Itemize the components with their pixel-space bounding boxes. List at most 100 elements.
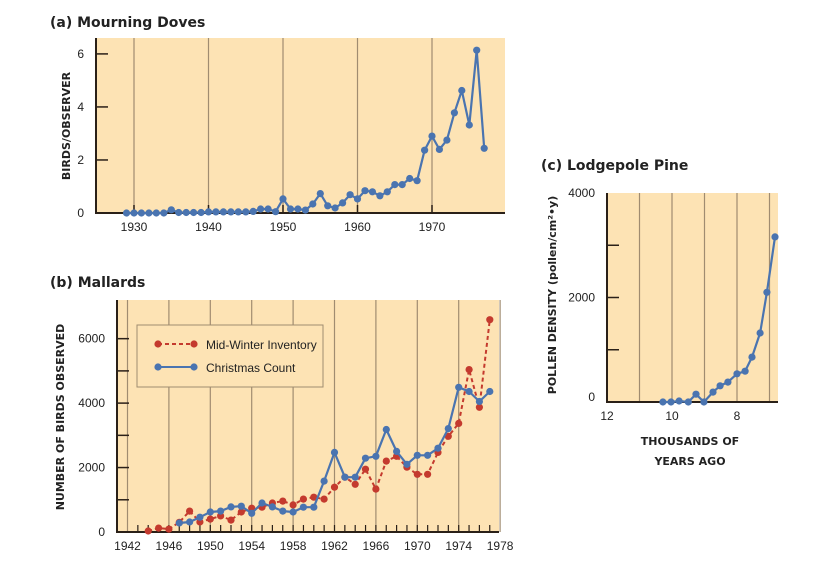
data-point: [361, 187, 369, 195]
data-point: [234, 208, 242, 216]
data-point: [444, 425, 452, 433]
data-point: [403, 460, 411, 468]
panel-a-gridlines: [133, 38, 433, 213]
series-line-mid-winter-inventory: [147, 319, 491, 532]
data-point: [144, 527, 152, 535]
legend-marker: [154, 363, 162, 371]
panel-a-tick-labels: 1930 1940 1950 1960 1970 0 2 4 6: [77, 47, 445, 234]
legend-swatch-christmas: [154, 363, 198, 371]
panel-c: (c) Lodgepole Pine 12 10 8 0 2000 4000 POLLEN…: [541, 158, 779, 468]
data-point: [351, 480, 359, 488]
x-tick-label: 1930: [121, 220, 148, 234]
data-point: [309, 200, 317, 208]
panel-c-gridlines: [638, 193, 771, 402]
data-point: [279, 195, 287, 203]
data-point: [196, 513, 204, 521]
data-point: [299, 503, 307, 511]
data-point: [368, 188, 376, 196]
data-point: [258, 499, 266, 507]
panel-a-title: (a) Mourning Doves: [50, 15, 205, 31]
data-point: [421, 146, 429, 154]
data-point: [299, 495, 307, 503]
data-point: [361, 454, 370, 462]
data-point: [353, 195, 362, 203]
data-point: [294, 205, 302, 213]
data-point: [206, 508, 214, 516]
data-point: [413, 451, 421, 459]
data-point: [756, 329, 764, 337]
data-point: [324, 202, 332, 210]
x-tick-label: 1962: [321, 539, 348, 553]
x-tick-label: 1974: [445, 539, 472, 553]
data-point: [320, 495, 328, 503]
data-point: [741, 367, 749, 375]
x-tick-label: 1978: [487, 539, 514, 553]
data-point: [286, 205, 295, 213]
legend-box: [136, 324, 324, 388]
data-point: [771, 233, 779, 241]
data-point: [458, 86, 466, 95]
data-point: [175, 208, 183, 217]
y-tick-label: 2: [77, 153, 84, 167]
data-point: [217, 507, 225, 515]
data-point: [675, 397, 683, 405]
data-point: [465, 121, 473, 129]
x-tick-label: 1940: [195, 220, 222, 234]
x-tick-label: 1946: [156, 539, 183, 553]
data-point: [351, 473, 359, 481]
data-point: [204, 208, 213, 216]
data-point: [320, 477, 328, 485]
panel-c-title: (c) Lodgepole Pine: [541, 158, 688, 174]
data-point: [383, 188, 391, 196]
x-tick-label: 1970: [419, 220, 446, 234]
y-tick-label: 0: [588, 390, 595, 404]
legend-marker: [154, 340, 162, 348]
data-point: [339, 199, 347, 207]
data-point: [486, 316, 494, 324]
panel-b-title: (b) Mallards: [50, 275, 145, 291]
y-tick-label: 6: [77, 47, 84, 61]
data-point: [716, 382, 724, 390]
data-point: [428, 132, 436, 140]
data-point: [272, 208, 280, 216]
data-point: [413, 177, 421, 185]
data-point: [227, 503, 235, 511]
x-tick-label: 1942: [114, 539, 141, 553]
panel-a-ylabel: BIRDS/OBSERVER: [60, 71, 73, 180]
data-point: [152, 209, 160, 217]
panel-c-axes: [606, 193, 778, 403]
data-point: [310, 493, 318, 501]
x-tick-label: 12: [600, 409, 614, 423]
data-point: [145, 209, 153, 217]
data-point: [186, 518, 194, 526]
data-point: [424, 451, 432, 459]
data-point: [227, 516, 235, 524]
data-point: [444, 432, 452, 440]
panel-a-series: [122, 46, 488, 217]
data-point: [289, 501, 297, 509]
x-tick-label: 1970: [404, 539, 431, 553]
data-point: [434, 444, 442, 452]
data-point: [393, 447, 401, 455]
data-point: [413, 470, 421, 478]
data-point: [165, 525, 173, 533]
data-point: [155, 524, 163, 532]
data-point: [372, 485, 380, 493]
panel-b-ylabel: NUMBER OF BIRDS OBSERVED: [54, 324, 67, 511]
data-point: [376, 192, 384, 200]
data-point: [465, 366, 473, 374]
data-point: [130, 209, 138, 217]
data-point: [475, 403, 483, 411]
data-point: [160, 209, 168, 217]
data-point: [330, 483, 339, 491]
data-point: [122, 209, 131, 217]
data-point: [219, 208, 227, 216]
y-tick-label: 4000: [78, 396, 105, 410]
data-point: [237, 508, 245, 516]
data-point: [733, 370, 741, 378]
x-tick-label: 1950: [197, 539, 224, 553]
data-point: [372, 452, 380, 460]
data-point: [475, 397, 483, 406]
data-point: [692, 390, 700, 398]
